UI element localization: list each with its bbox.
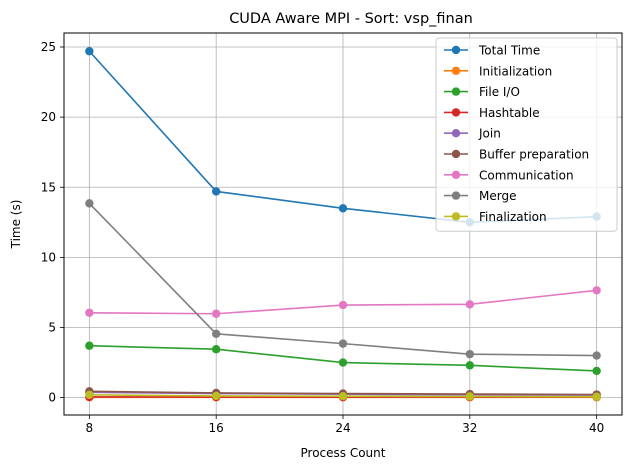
y-tick-label: 20 [41,110,56,124]
y-tick-label: 10 [41,250,56,264]
legend-marker [451,149,461,159]
data-point [592,392,601,401]
data-point [592,286,601,295]
legend-item: Initialization [444,64,552,78]
y-axis: 0 5 10 15 20 25 [41,40,64,405]
chart-title: CUDA Aware MPI - Sort: vsp_finan [229,11,473,27]
legend-label: File I/O [479,85,520,99]
data-point [85,47,94,56]
x-tick-label: 16 [209,421,224,435]
x-tick-label: 8 [86,421,94,435]
x-axis-label: Process Count [301,446,386,460]
data-point [338,339,348,348]
data-point [465,300,475,309]
legend-marker [451,108,461,117]
series-8 [85,390,601,401]
data-point [338,204,348,213]
legend-item: Finalization [444,210,547,224]
legend-item: Communication [444,168,574,182]
data-point [592,366,601,376]
legend-box [435,37,618,232]
legend-label: Initialization [479,64,552,78]
legend-marker [451,191,461,200]
legend-label: Join [478,127,501,141]
series-2 [85,341,601,376]
data-point [85,390,94,400]
data-point [211,391,221,401]
legend-marker [451,170,461,179]
legend-item: Buffer preparation [444,148,589,162]
data-point [465,349,475,359]
legend-item: Hashtable [444,106,540,120]
data-point [85,341,94,350]
y-tick-label: 0 [48,391,56,405]
legend-marker [451,129,461,138]
x-tick-label: 32 [462,421,477,435]
data-point [211,329,221,339]
legend-marker [451,212,461,221]
series-6 [85,286,601,318]
legend-marker [451,66,461,76]
legend-label: Merge [479,189,516,203]
legend-marker [451,45,461,55]
data-point [592,351,601,360]
data-point [338,392,348,401]
legend-item: Merge [444,189,516,203]
data-point [465,392,475,401]
legend-item: Total Time [444,44,540,58]
legend-label: Finalization [479,210,547,224]
legend-marker [451,87,461,96]
legend-label: Buffer preparation [479,148,589,162]
data-point [211,309,221,318]
legend-label: Total Time [478,44,540,58]
series-layer [85,47,601,402]
y-tick-label: 15 [41,180,56,194]
legend-label: Communication [479,168,574,182]
y-tick-label: 25 [41,40,56,54]
data-point [211,345,221,354]
x-tick-label: 24 [335,421,350,435]
data-point [85,199,94,208]
y-tick-label: 5 [48,320,56,334]
legend-item: Join [444,127,501,141]
data-point [465,361,475,370]
x-tick-label: 40 [589,421,604,435]
data-point [211,187,221,196]
legend-label: Hashtable [479,106,540,120]
legend: Total Time Initialization File I/O Hashtabl… [435,37,618,232]
x-axis: 8 16 24 32 40 [86,415,604,435]
legend-item: File I/O [444,85,520,99]
y-axis-label: Time (s) [9,200,23,250]
data-point [338,300,348,310]
data-point [85,308,94,317]
data-point [338,358,348,367]
series-7 [85,199,601,360]
